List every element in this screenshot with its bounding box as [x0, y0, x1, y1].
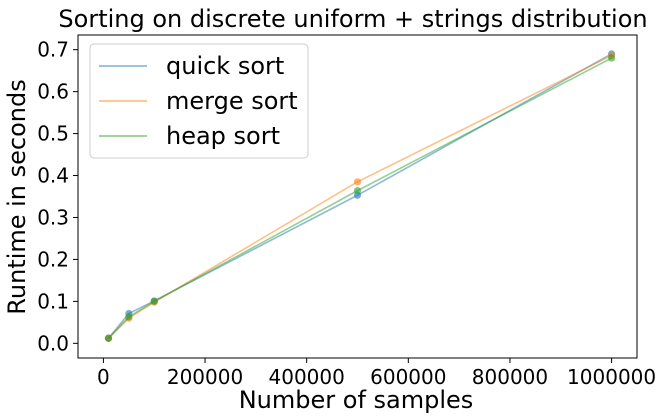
y-tick-label: 0.6	[37, 80, 69, 104]
data-point	[353, 178, 362, 186]
x-tick-label: 1000000	[567, 365, 656, 389]
x-tick-label: 0	[97, 365, 110, 389]
data-point	[150, 297, 158, 305]
legend: quick sort merge sort heap sort	[89, 43, 309, 159]
legend-label: quick sort	[166, 52, 284, 80]
y-tick-label: 0.5	[37, 122, 69, 146]
legend-label: heap sort	[166, 122, 280, 150]
plot-area	[77, 34, 638, 359]
series-layer	[104, 50, 616, 342]
y-tick-label: 0.1	[37, 289, 69, 313]
x-tick-label: 200000	[167, 365, 243, 389]
y-tick-label: 0.7	[37, 38, 69, 62]
legend-box	[89, 43, 309, 159]
y-tick-label: 0.0	[37, 331, 69, 355]
x-axis-ticks: 0 200000 400000 600000 800000 1000000	[97, 358, 656, 389]
x-axis-label: Number of samples	[239, 386, 474, 414]
x-tick-label: 600000	[370, 365, 446, 389]
data-point	[353, 187, 362, 195]
y-tick-label: 0.2	[37, 247, 69, 271]
x-tick-label: 400000	[269, 365, 345, 389]
data-point	[125, 313, 133, 321]
series-heap-sort	[104, 54, 616, 342]
y-axis-label: Runtime in seconds	[3, 79, 31, 314]
legend-label: merge sort	[166, 87, 298, 115]
axes-frame	[77, 34, 638, 359]
y-tick-label: 0.4	[37, 164, 69, 188]
data-point	[607, 54, 616, 62]
chart-title: Sorting on discrete uniform + strings di…	[58, 5, 647, 33]
y-tick-label: 0.3	[37, 205, 69, 229]
data-point	[104, 334, 113, 342]
y-axis-ticks: 0.0 0.1 0.2 0.3 0.4 0.5 0.6 0.7	[37, 38, 78, 355]
x-tick-label: 800000	[472, 365, 548, 389]
